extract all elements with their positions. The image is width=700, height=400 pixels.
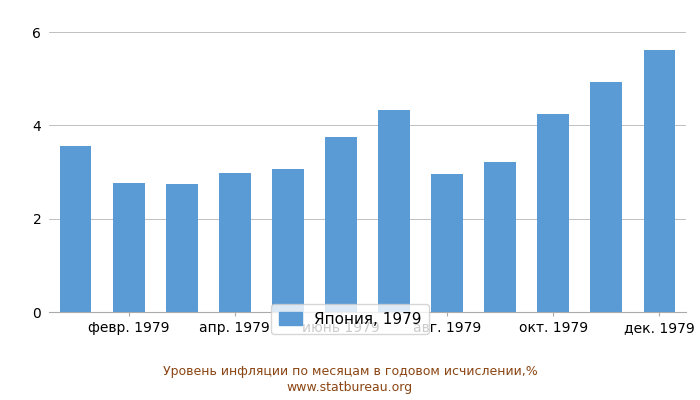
Text: www.statbureau.org: www.statbureau.org: [287, 382, 413, 394]
Bar: [643, 50, 676, 312]
Bar: [166, 184, 197, 312]
Legend: Япония, 1979: Япония, 1979: [271, 304, 429, 334]
Bar: [538, 114, 569, 312]
Bar: [272, 169, 304, 312]
Bar: [325, 136, 357, 312]
Bar: [219, 174, 251, 312]
Bar: [484, 162, 516, 312]
Bar: [60, 146, 92, 312]
Bar: [378, 110, 410, 312]
Text: Уровень инфляции по месяцам в годовом исчислении,%: Уровень инфляции по месяцам в годовом ис…: [162, 365, 538, 378]
Bar: [431, 174, 463, 312]
Bar: [590, 82, 622, 312]
Bar: [113, 183, 144, 312]
